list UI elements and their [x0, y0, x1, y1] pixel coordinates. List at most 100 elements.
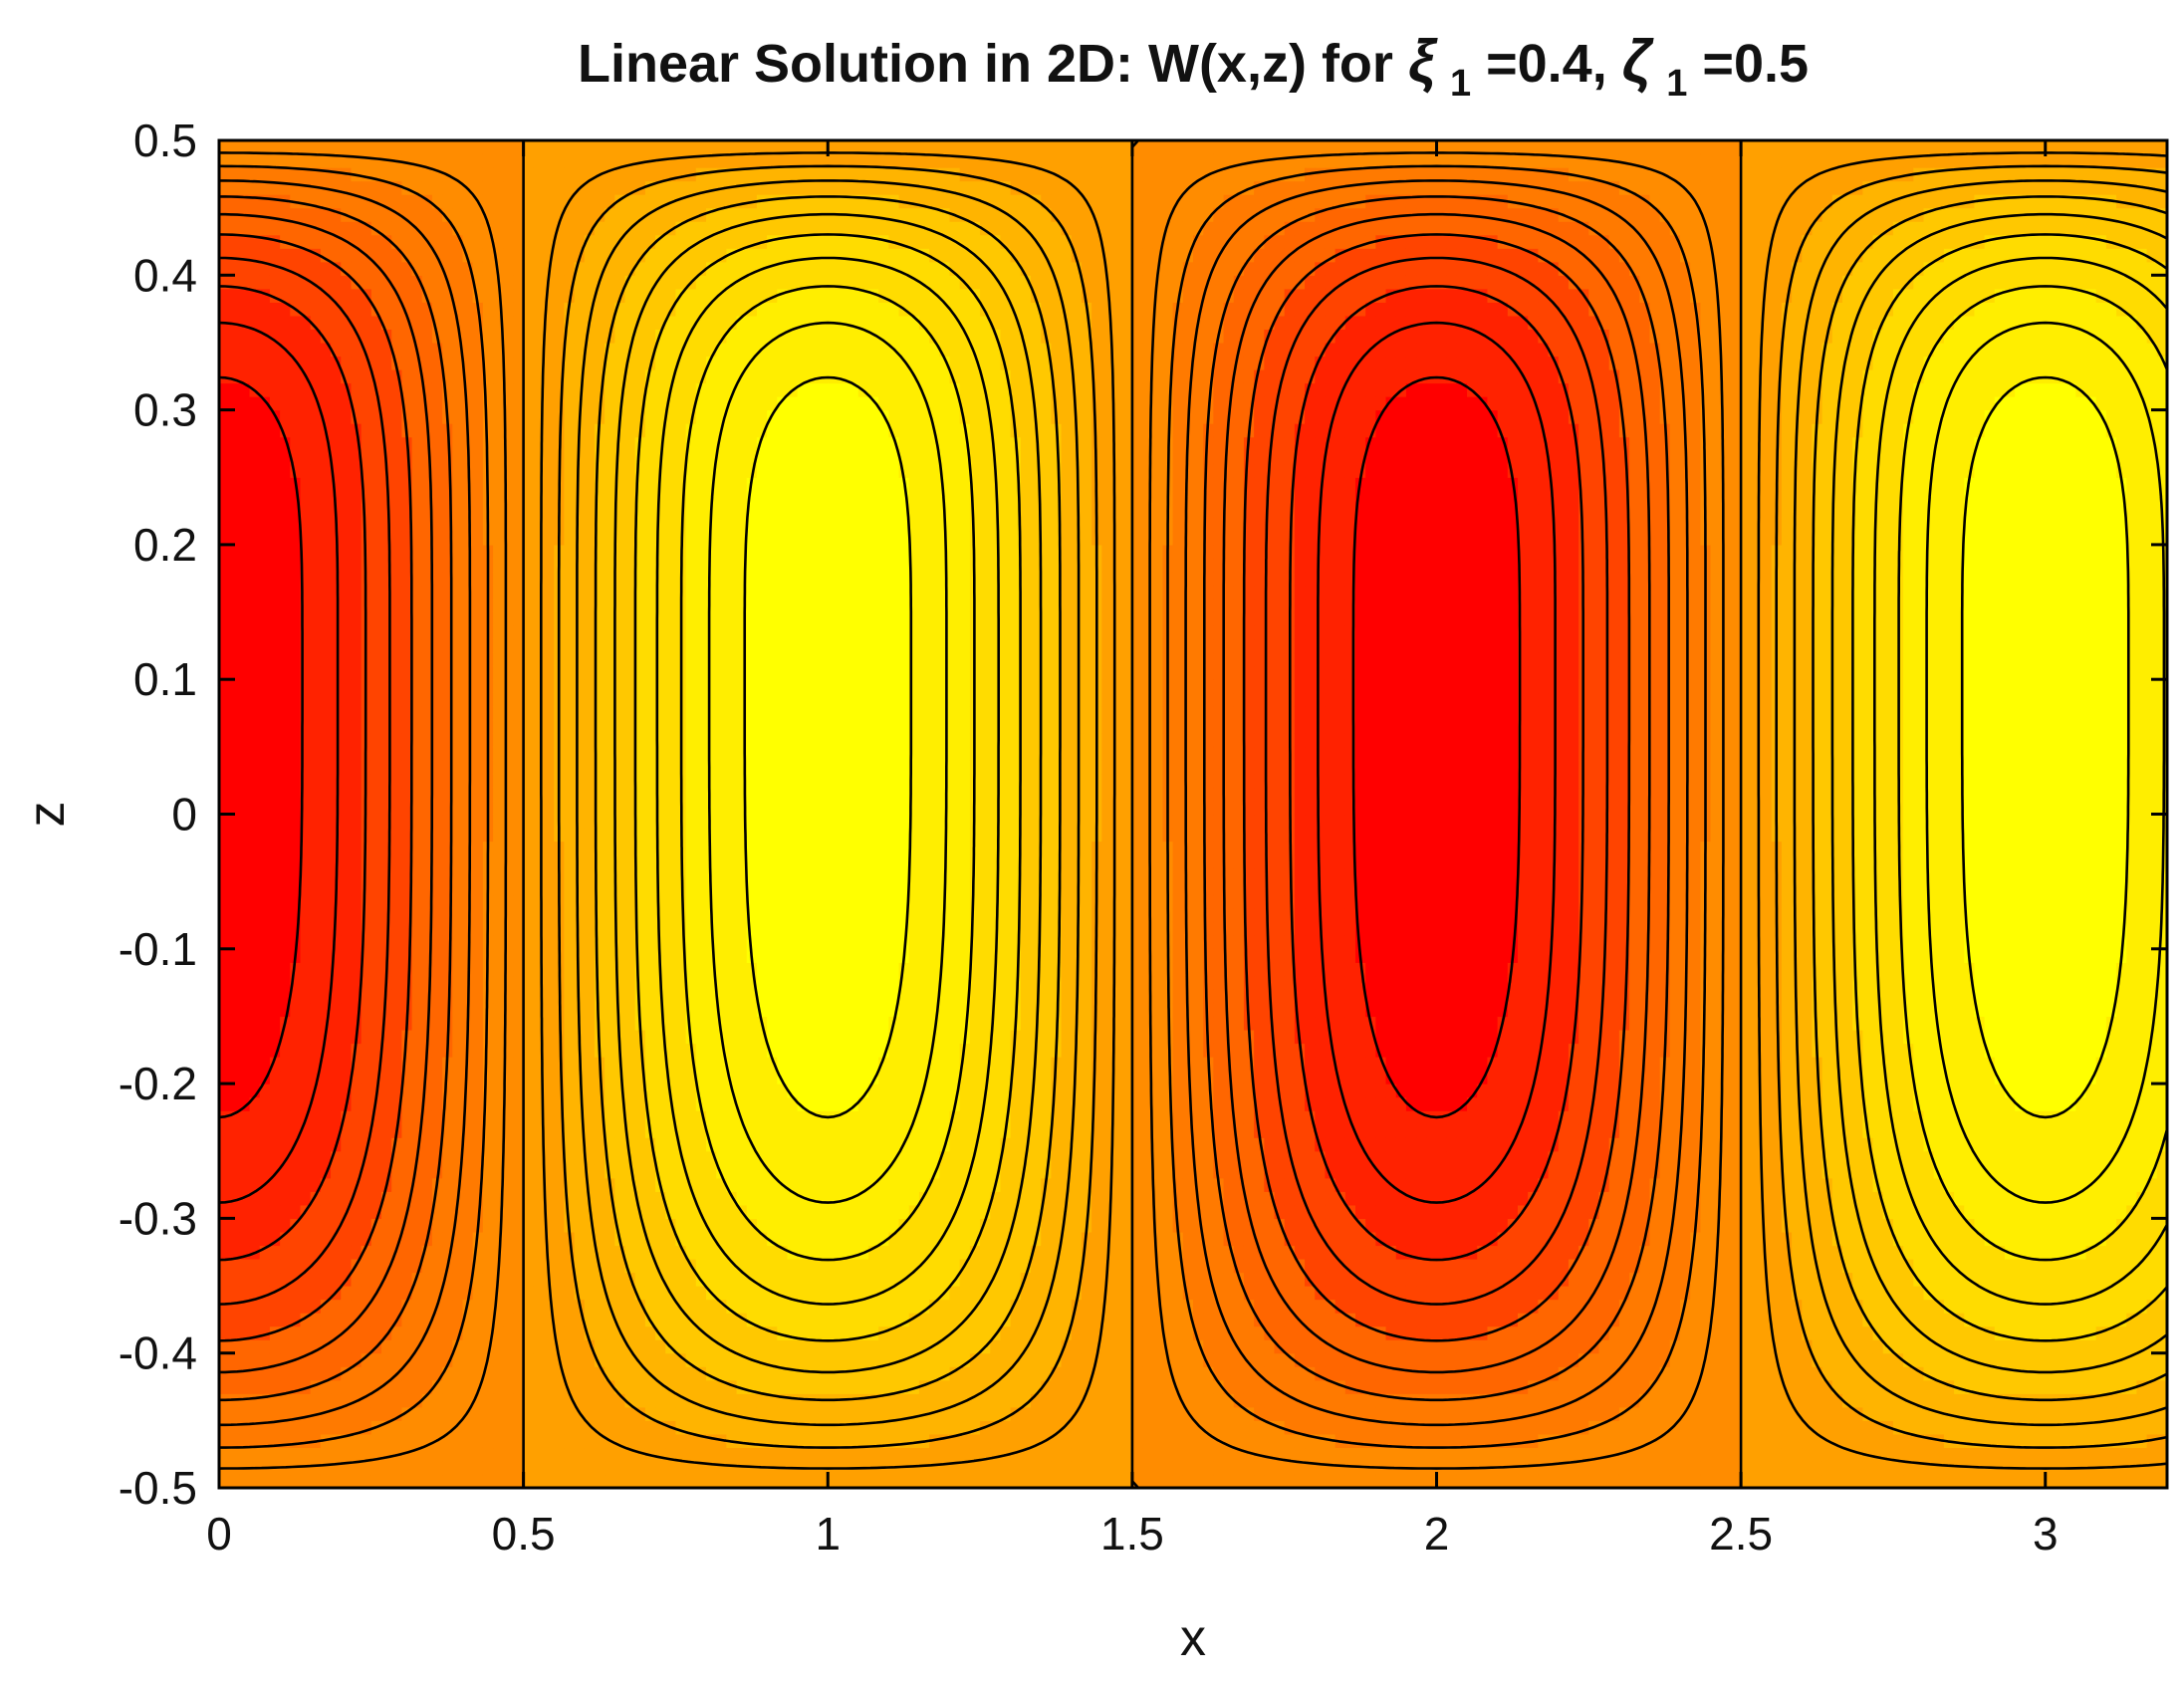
contour-cell — [260, 1300, 271, 1314]
contour-cell — [301, 450, 312, 464]
contour-cell — [239, 787, 250, 801]
contour-cell — [250, 1016, 261, 1030]
contour-cell — [331, 1205, 342, 1219]
contour-cell — [301, 922, 312, 936]
contour-cell — [270, 275, 281, 289]
contour-cell — [351, 666, 362, 680]
contour-cell — [229, 167, 240, 181]
contour-cell — [331, 1300, 342, 1314]
contour-cell — [311, 881, 322, 895]
contour-cell — [239, 1071, 250, 1084]
contour-cell — [331, 194, 342, 208]
contour-cell — [351, 1083, 362, 1097]
contour-cell — [371, 504, 382, 518]
contour-cell — [341, 1178, 352, 1192]
contour-cell — [341, 1164, 352, 1178]
contour-cell — [260, 1030, 271, 1044]
contour-cell — [239, 828, 250, 842]
contour-cell — [311, 949, 322, 963]
contour-cell — [371, 652, 382, 666]
contour-cell — [260, 1259, 271, 1273]
contour-cell — [290, 1083, 301, 1097]
contour-cell — [229, 828, 240, 842]
contour-cell — [362, 329, 372, 343]
contour-cell — [362, 1474, 372, 1488]
contour-cell — [219, 262, 230, 276]
contour-cell — [229, 747, 240, 761]
contour-cell — [351, 1124, 362, 1138]
contour-cell — [260, 504, 271, 518]
contour-cell — [290, 787, 301, 801]
contour-cell — [270, 504, 281, 518]
contour-cell — [239, 706, 250, 720]
contour-cell — [321, 558, 332, 572]
contour-cell — [321, 1071, 332, 1084]
contour-cell — [351, 693, 362, 707]
contour-cell — [270, 248, 281, 262]
contour-cell — [280, 316, 291, 330]
contour-cell — [250, 343, 261, 357]
contour-cell — [229, 815, 240, 829]
contour-cell — [321, 612, 332, 626]
contour-cell — [331, 423, 342, 437]
contour-cell — [280, 625, 291, 639]
contour-cell — [229, 881, 240, 895]
contour-cell — [219, 1030, 230, 1044]
contour-cell — [371, 679, 382, 693]
contour-cell — [331, 612, 342, 626]
contour-cell — [260, 194, 271, 208]
contour-cell — [260, 518, 271, 532]
contour-cell — [321, 504, 332, 518]
contour-cell — [229, 1151, 240, 1165]
contour-cell — [270, 1474, 281, 1488]
contour-cell — [219, 639, 230, 653]
contour-cell — [321, 1393, 332, 1407]
contour-cell — [321, 760, 332, 774]
contour-cell — [371, 949, 382, 963]
contour-cell — [219, 1164, 230, 1178]
contour-cell — [321, 1097, 332, 1111]
contour-cell — [311, 1273, 322, 1287]
contour-cell — [351, 760, 362, 774]
contour-cell — [311, 854, 322, 868]
contour-cell — [260, 316, 271, 330]
contour-cell — [219, 518, 230, 532]
contour-cell — [321, 720, 332, 734]
contour-cell — [341, 787, 352, 801]
contour-cell — [290, 1191, 301, 1205]
contour-cell — [290, 1016, 301, 1030]
contour-cell — [341, 464, 352, 478]
contour-cell — [250, 774, 261, 788]
contour-cell — [260, 733, 271, 747]
contour-cell — [250, 747, 261, 761]
contour-cell — [341, 1474, 352, 1488]
contour-cell — [280, 639, 291, 653]
contour-cell — [250, 1164, 261, 1178]
contour-cell — [341, 1245, 352, 1259]
contour-cell — [290, 410, 301, 424]
contour-cell — [239, 1137, 250, 1151]
contour-cell — [239, 477, 250, 491]
contour-cell — [229, 437, 240, 451]
contour-cell — [239, 1474, 250, 1488]
contour-cell — [362, 1434, 372, 1448]
contour-cell — [290, 1003, 301, 1017]
contour-cell — [290, 854, 301, 868]
contour-cell — [260, 976, 271, 990]
contour-cell — [351, 262, 362, 276]
contour-cell — [229, 356, 240, 369]
contour-cell — [280, 1178, 291, 1192]
contour-cell — [229, 1071, 240, 1084]
contour-cell — [250, 275, 261, 289]
contour-cell — [250, 787, 261, 801]
contour-cell — [229, 585, 240, 599]
contour-cell — [280, 275, 291, 289]
contour-cell — [239, 491, 250, 505]
contour-cell — [260, 383, 271, 397]
contour-cell — [331, 1057, 342, 1071]
contour-cell — [362, 1273, 372, 1287]
contour-cell — [250, 828, 261, 842]
contour-cell — [229, 1016, 240, 1030]
contour-cell — [239, 612, 250, 626]
contour-cell — [321, 1137, 332, 1151]
